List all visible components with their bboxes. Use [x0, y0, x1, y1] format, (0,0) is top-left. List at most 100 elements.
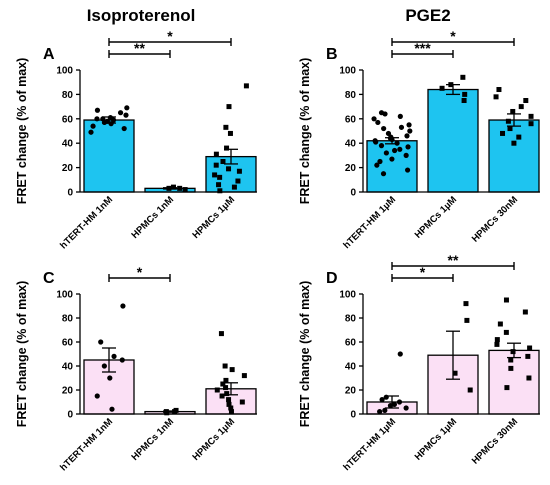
data-point [383, 394, 389, 400]
data-point [111, 353, 117, 359]
data-point [511, 140, 517, 146]
data-point [243, 83, 249, 89]
data-point [528, 121, 534, 127]
data-point [397, 146, 403, 152]
y-tick-label: 80 [345, 314, 357, 325]
data-point [226, 401, 232, 407]
panel-B: FRET change (% of max) 0 20 40 60 80 100 hTERT-… [298, 28, 540, 251]
data-point [462, 91, 468, 97]
data-point [516, 134, 522, 140]
data-point [109, 406, 115, 412]
data-point [213, 151, 219, 157]
data-point [88, 129, 94, 135]
data-point [217, 174, 223, 180]
y-tick-label: 20 [62, 163, 74, 174]
data-point [464, 317, 470, 323]
data-point [223, 377, 229, 383]
y-tick-label: 80 [345, 90, 357, 101]
bar [488, 349, 540, 415]
data-point [119, 357, 125, 363]
y-tick-label: 40 [345, 139, 357, 150]
data-point [439, 85, 445, 91]
data-point [452, 370, 458, 376]
y-tick-label: 20 [345, 386, 357, 397]
y-tick-label: 40 [62, 139, 74, 150]
data-point [382, 407, 388, 413]
data-point [494, 337, 500, 343]
data-point [228, 405, 234, 411]
data-point [494, 341, 500, 347]
x-tick-label: HPMCs 1μM [191, 194, 238, 241]
data-point [496, 87, 502, 93]
y-tick-label: 0 [350, 188, 356, 199]
data-point [226, 166, 232, 172]
y-tick-label: 20 [345, 163, 357, 174]
data-point [94, 393, 100, 399]
data-point [518, 104, 524, 110]
data-point [107, 114, 114, 121]
data-point [170, 184, 176, 190]
data-point [385, 130, 392, 137]
data-point [404, 133, 410, 139]
panel-D: FRET change (% of max) 0 20 40 60 80 100 hTERT-… [298, 252, 540, 473]
x-tick-label: HPMCs 1nM [130, 416, 177, 463]
x-tick-label: HPMCs 30nM [470, 194, 520, 244]
data-point [507, 126, 513, 132]
data-point [90, 123, 96, 129]
data-point [223, 124, 229, 130]
data-point [108, 121, 114, 127]
y-axis-label: FRET change (% of max) [15, 58, 29, 205]
y-tick-label: 0 [350, 410, 356, 421]
data-point [220, 159, 226, 164]
data-point [497, 321, 503, 327]
y-tick-label: 100 [339, 290, 356, 301]
y-tick-label: 100 [339, 66, 356, 77]
data-point [241, 373, 247, 379]
data-point [372, 138, 378, 144]
bar [427, 88, 479, 193]
significance-label: * [450, 28, 456, 44]
significance-label: * [137, 264, 143, 280]
y-tick-label: 0 [67, 188, 73, 199]
data-point [527, 345, 533, 351]
data-point [508, 365, 514, 371]
data-point [94, 107, 101, 113]
data-point [223, 385, 229, 391]
data-point [378, 110, 385, 116]
y-tick-label: 40 [345, 362, 357, 373]
data-point [510, 108, 516, 114]
data-point [220, 381, 226, 387]
data-point [525, 353, 531, 359]
y-axis-label: FRET change (% of max) [298, 58, 312, 205]
panel-A: FRET change (% of max) 0 20 40 60 80 100 hTERT-… [15, 28, 257, 251]
data-point [227, 130, 233, 136]
data-point [212, 172, 218, 178]
data-point [121, 125, 127, 132]
data-point [217, 188, 223, 194]
data-point [522, 309, 528, 315]
data-point [461, 98, 467, 103]
data-point [503, 297, 509, 303]
data-point [228, 409, 234, 415]
data-point [508, 357, 514, 363]
data-point [123, 112, 129, 118]
data-point [236, 168, 242, 174]
significance-label: * [420, 264, 426, 280]
data-point [377, 158, 383, 165]
data-point [392, 147, 398, 154]
data-point [380, 171, 387, 177]
data-point [463, 301, 469, 307]
panel-C: FRET change (% of max) 0 20 40 60 80 100 hTERT-… [15, 264, 257, 473]
data-point [163, 409, 169, 415]
data-point [229, 367, 235, 373]
x-tick-label: HPMCs 1μM [191, 416, 238, 463]
data-point [219, 393, 225, 399]
panels: FRET change (% of max) 0 20 40 60 80 100 hTERT-… [15, 28, 540, 473]
data-point [182, 187, 188, 193]
x-tick-label: HPMCs 1µM [413, 194, 459, 240]
data-point [117, 110, 124, 116]
panel-label: D [326, 270, 338, 287]
data-point [379, 397, 385, 403]
data-point [504, 385, 510, 391]
data-point [101, 363, 107, 369]
